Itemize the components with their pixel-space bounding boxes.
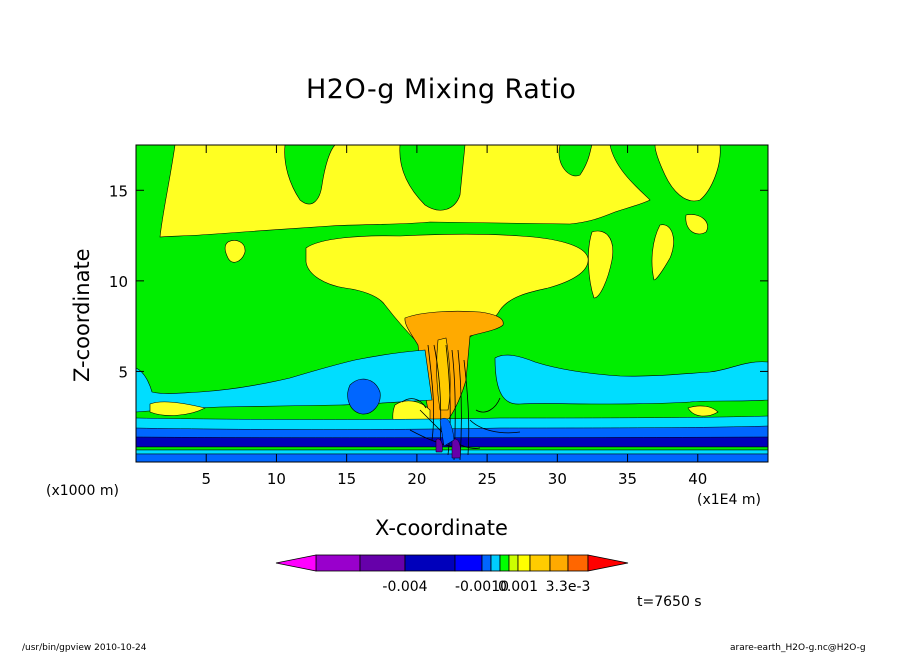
x-tick-label: 25 [478,470,497,488]
plot-area [135,144,769,463]
chart-title: H2O-g Mixing Ratio [306,74,577,105]
footer-left: /usr/bin/gpview 2010-10-24 [22,643,147,653]
plot-frame [135,144,769,463]
x-tick-label: 40 [688,470,707,488]
blue-blob [347,378,381,415]
x-unit-label: (x1000 m) [46,483,119,499]
footer-right: arare-earth_H2O-g.nc@H2O-g [730,643,866,653]
surface-cyan [135,415,769,431]
x-tick-label: 10 [267,470,286,488]
y-tick-label: 15 [109,182,128,200]
colorbar-segment [454,554,483,572]
time-label: t=7650 s [637,594,702,610]
colorbar-segment [517,554,531,572]
colorbar-tick-label: -0.004 [382,579,427,595]
yellow-blob-1 [224,240,246,263]
yellow-low-left [149,401,206,416]
x-unit-label-2: (x1E4 m) [697,492,761,508]
anvil-yellow [305,233,589,346]
upper-yellow-right [654,144,721,202]
x-tick-label: 30 [548,470,567,488]
colorbar-tick-label: 0.001 [498,579,538,595]
x-tick-label: 20 [407,470,426,488]
yellow-streak-right [588,230,614,299]
x-tick-label: 35 [618,470,637,488]
colorbar-segment [567,554,589,572]
yellow-blob-2 [685,214,708,235]
yellow-tongue [651,224,674,281]
core-blue-column [439,417,455,447]
colorbar-min-triangle [275,554,317,572]
upper-yellow-left [159,144,651,238]
x-tick-label: 15 [337,470,356,488]
colorbar-segment [359,554,406,572]
colorbar-segment [404,554,456,572]
x-axis: 5 10 15 20 25 30 35 40 [201,145,707,488]
colorbar-segment [549,554,569,572]
colorbar-max-triangle [587,554,629,572]
colorbar-segment [499,554,510,572]
colorbar-segment [315,554,361,572]
x-axis-label: X-coordinate [375,516,508,540]
y-tick-label: 5 [118,363,128,381]
x-tick-label: 5 [201,470,211,488]
colorbar-segment [529,554,551,572]
yellow-low-right [687,405,719,417]
y-axis: 5 10 15 [109,182,768,381]
colorbar-tick-label: -0.0010 [455,579,509,595]
y-tick-label: 10 [109,273,128,291]
colorbar-segment [490,554,501,572]
colorbar-segment [508,554,519,572]
colorbar-segment [481,554,492,572]
y-axis-label: Z-coordinate [70,248,94,382]
colorbar-tick-label: 3.3e-3 [546,579,591,595]
